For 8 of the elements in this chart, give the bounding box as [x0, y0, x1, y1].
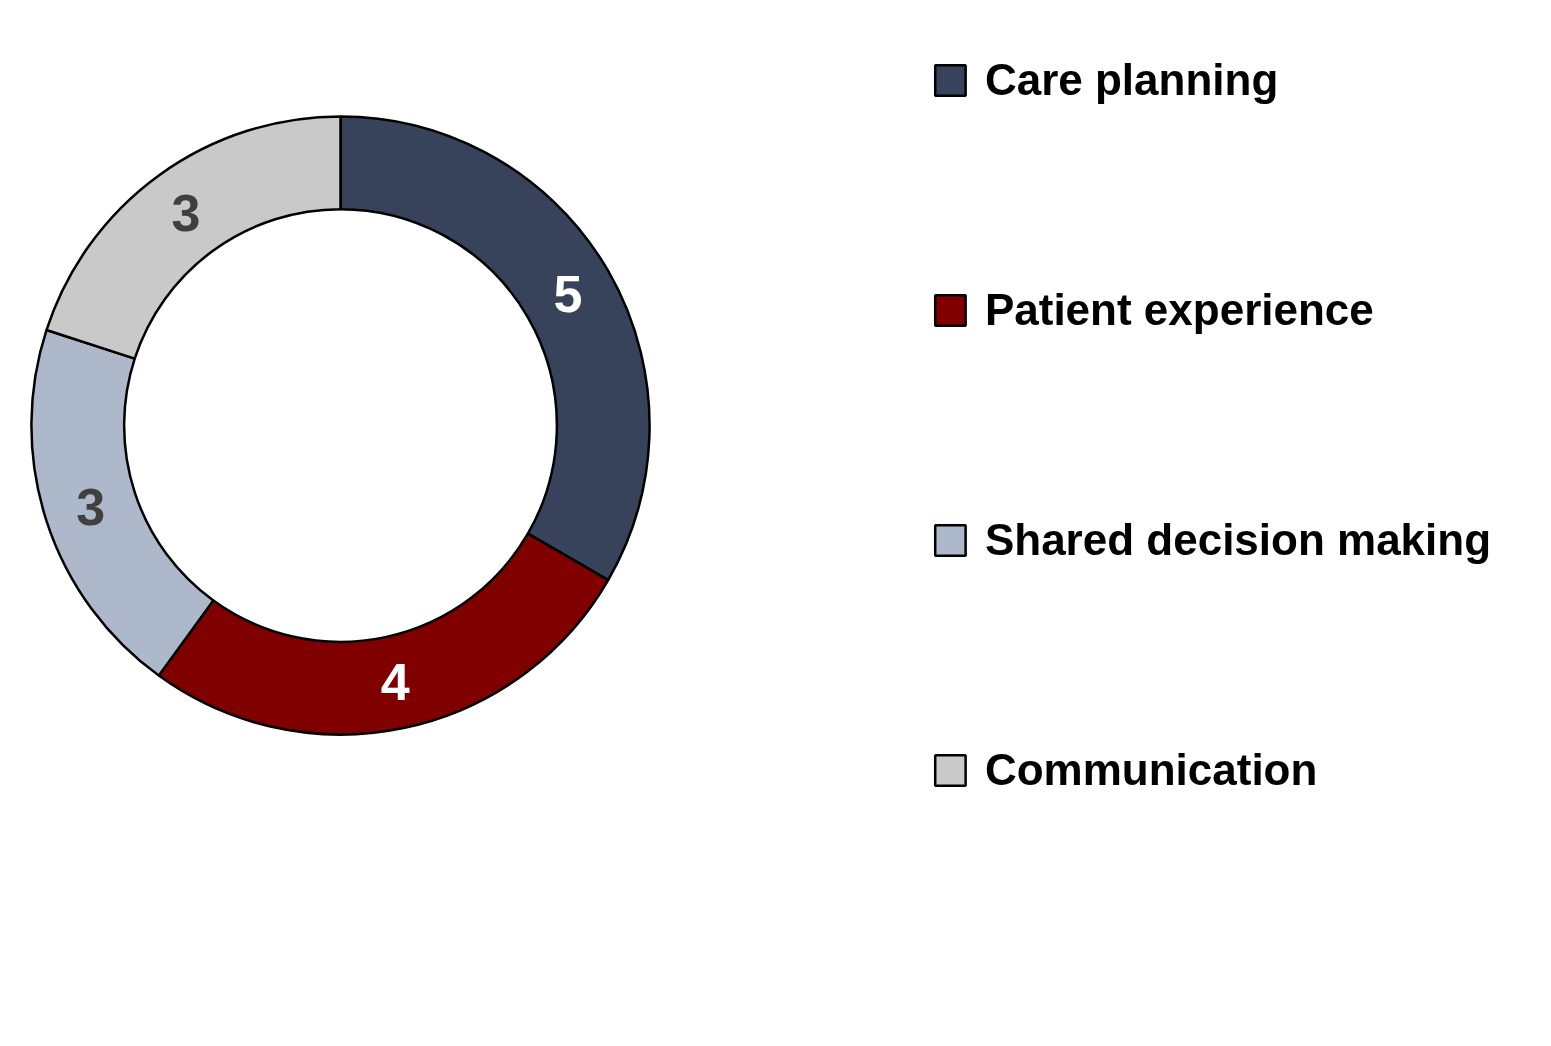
legend-label: Care planning [984, 55, 1279, 105]
data-label: 4 [380, 653, 410, 712]
legend-label: Patient experience [984, 285, 1374, 335]
data-label: 5 [553, 265, 583, 324]
legend-label: Communication [984, 745, 1318, 795]
data-label: 3 [171, 183, 201, 242]
legend-label: Shared decision making [984, 515, 1492, 565]
data-label: 3 [76, 477, 106, 536]
